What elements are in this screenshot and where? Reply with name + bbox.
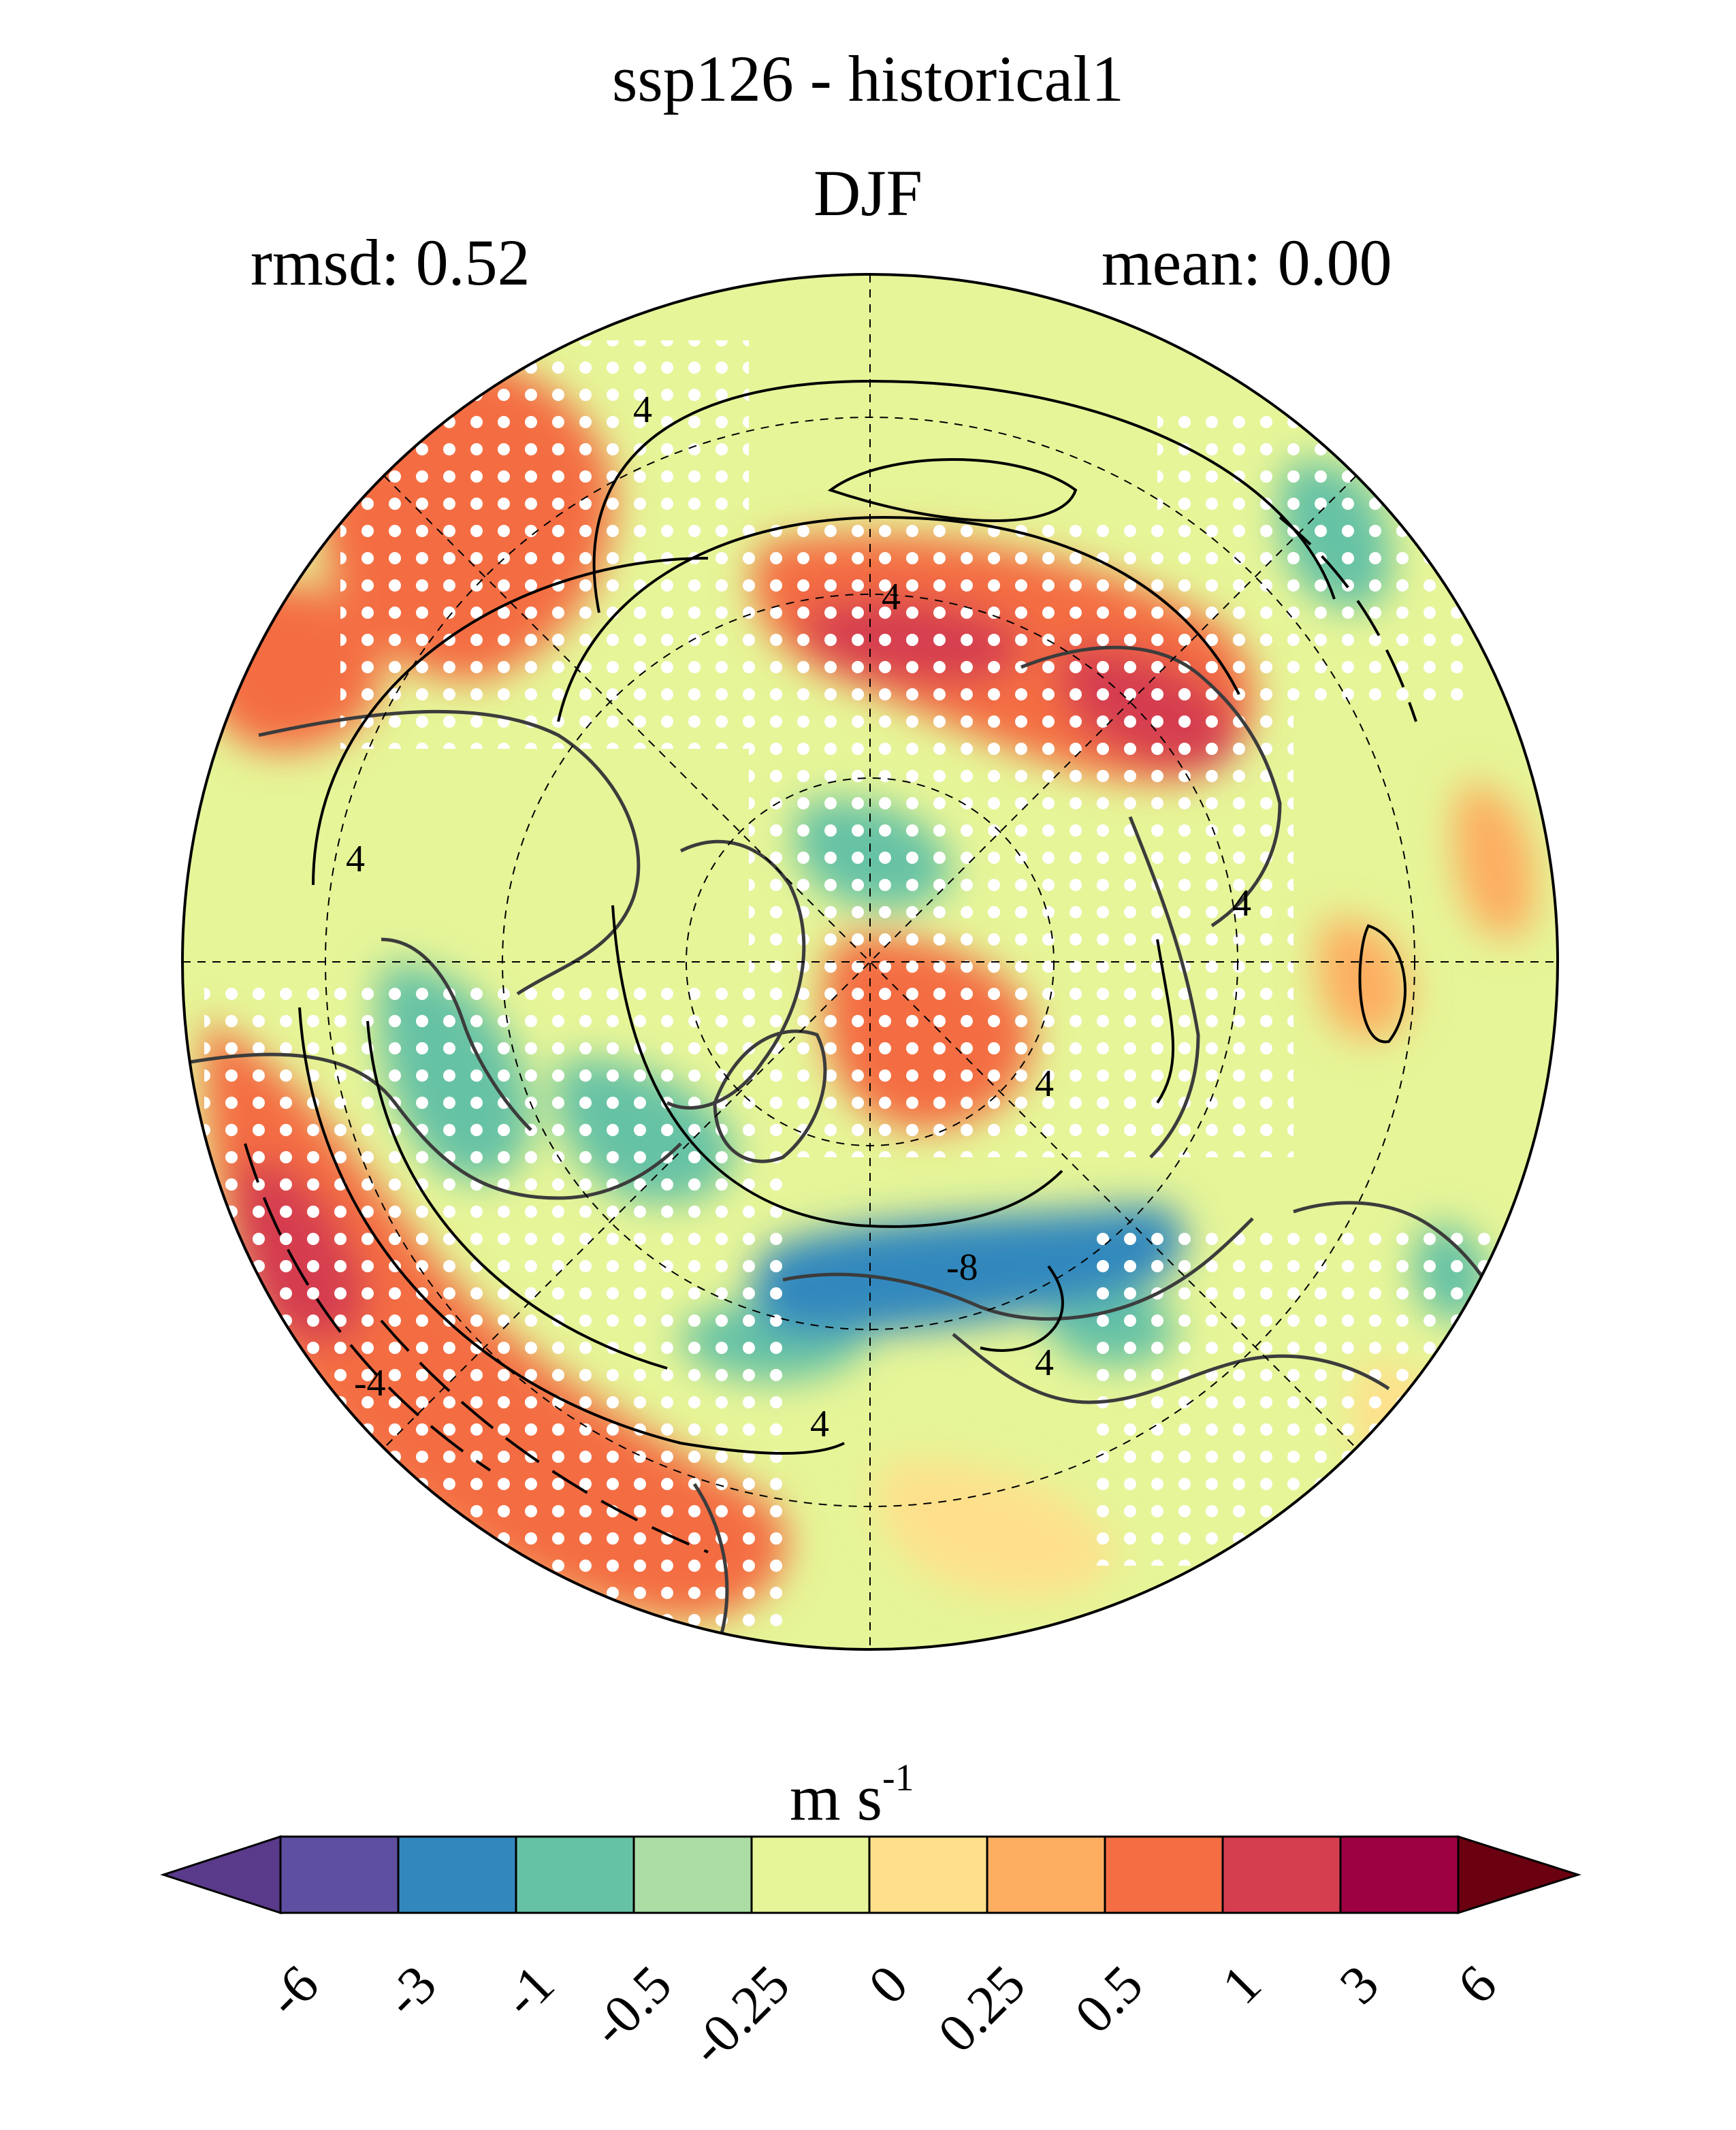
- units-exponent: -1: [882, 1757, 914, 1799]
- contour-label: 4: [882, 576, 901, 618]
- contour-label: 4: [1035, 1063, 1054, 1105]
- colorbar-segment: [279, 1835, 400, 1914]
- contour-label: -8: [946, 1246, 978, 1289]
- contour-label: 4: [1035, 1342, 1054, 1384]
- field-layer: [182, 274, 1558, 1649]
- negative-contours: [244, 516, 1417, 1553]
- graticule: [182, 274, 1558, 1649]
- plot-title: ssp126 - historical1: [612, 42, 1124, 115]
- mean-label: mean: 0.00: [1102, 226, 1392, 299]
- contour-label: -4: [354, 1362, 386, 1404]
- contour-label: 4: [633, 389, 652, 431]
- contour-label: 4: [346, 838, 365, 880]
- colorbar-segment: [515, 1835, 635, 1914]
- colorbar-segment: [750, 1835, 871, 1914]
- colorbar-segment: [632, 1835, 753, 1914]
- colorbar-segment: [986, 1835, 1106, 1914]
- colorbar-segment: [1221, 1835, 1342, 1914]
- contour-label: 4: [810, 1403, 829, 1445]
- rmsd-label: rmsd: 0.52: [251, 226, 530, 299]
- colorbar-segment: [397, 1835, 517, 1914]
- season-label: DJF: [813, 157, 923, 229]
- colorbar-segment: [868, 1835, 988, 1914]
- contour-labels: 4 4 4 4 4 -4 4 4 -8: [346, 389, 1251, 1445]
- coastlines: [190, 645, 1513, 1634]
- colorbar: [160, 1835, 1581, 1915]
- colorbar-segment: [1104, 1835, 1224, 1914]
- colorbar-segment: [1339, 1835, 1460, 1914]
- colorbar-units: m s-1: [790, 1757, 914, 1835]
- contour-label: 4: [1232, 882, 1251, 924]
- colorbar-under-arrow: [160, 1835, 282, 1915]
- climatology-contours: [298, 379, 1407, 1455]
- colorbar-over-arrow: [1457, 1835, 1581, 1915]
- units-base: m s: [790, 1761, 883, 1834]
- map-border: [181, 273, 1559, 1651]
